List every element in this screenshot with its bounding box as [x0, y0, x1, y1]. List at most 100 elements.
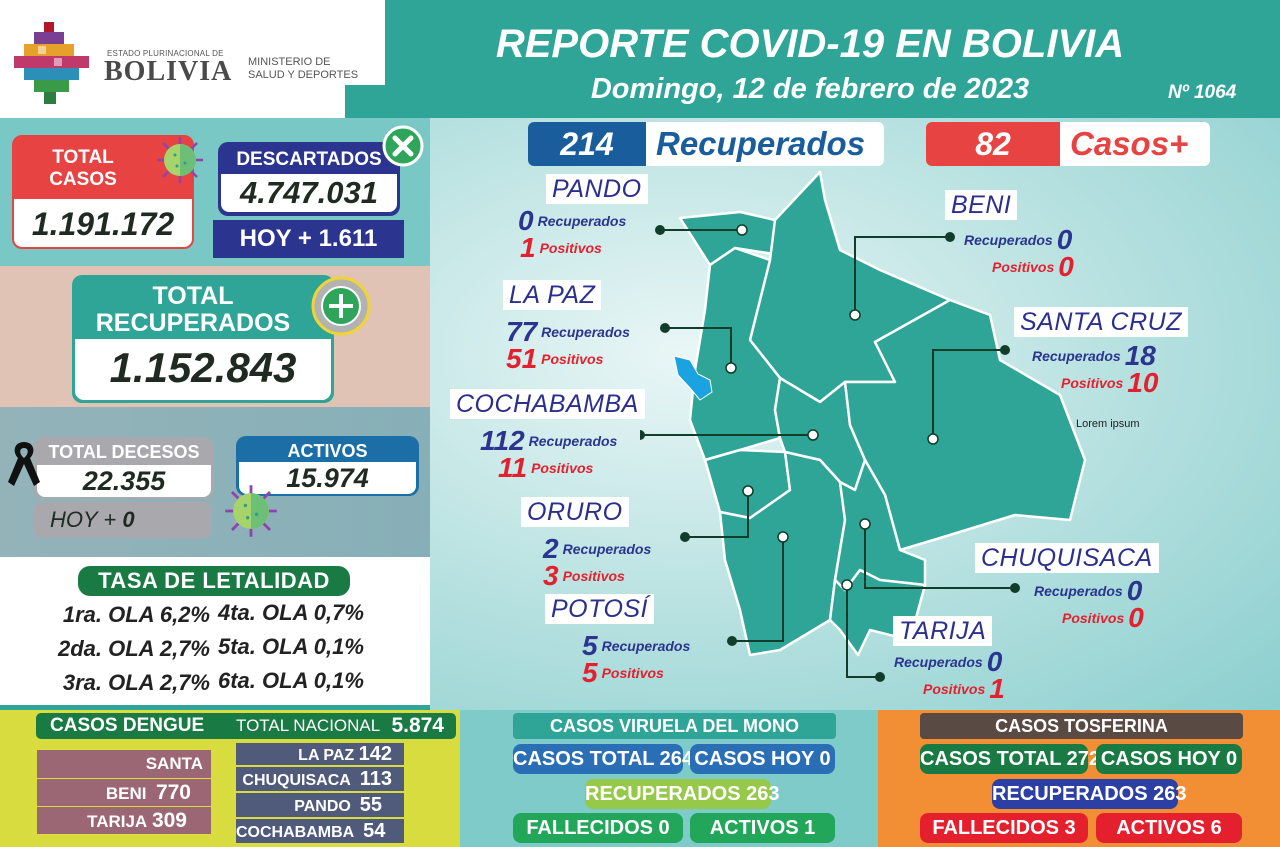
logo-subtitle: ESTADO PLURINACIONAL DE — [107, 49, 224, 58]
dengue-row-santa-cruz: SANTA CRUZ 4.431 — [37, 750, 211, 803]
recuperados-text: Recuperados — [541, 324, 630, 340]
positivos-text: Positivos — [601, 665, 664, 681]
ministry-line1: MINISTERIO DE — [248, 56, 331, 68]
dengue-total-value: 5.874 — [391, 714, 444, 737]
tosferina-recuperados: RECUPERADOS 263 — [992, 779, 1187, 809]
cochabamba-recuperados: 112 Recuperados — [480, 425, 621, 457]
page-title: REPORTE COVID-19 EN BOLIVIA — [495, 22, 1125, 66]
tosferina-casos-hoy: CASOS HOY 0 — [1096, 744, 1242, 774]
lethality-wave-3: 3ra. OLA 2,7% — [62, 670, 210, 695]
report-date: Domingo, 12 de febrero de 2023 — [590, 73, 1030, 105]
dengue-row-cochabamba: COCHABAMBA 54 — [236, 819, 404, 843]
santacruz-recuperados-value: 18 — [1124, 340, 1156, 371]
ministry-name: MINISTERIO DE SALUD Y DEPORTES — [248, 56, 358, 82]
logo-title: BOLIVIA — [104, 56, 233, 87]
label-line1: TOTAL — [152, 282, 234, 310]
dengue-value: 142 — [358, 743, 392, 765]
chuquisaca-positivos-value: 0 — [1128, 602, 1144, 633]
positivos-text: Positivos — [539, 240, 602, 256]
santacruz-recuperados: Recuperados 18 — [1028, 340, 1156, 372]
total-recuperados-label: TOTAL RECUPERADOS — [72, 275, 334, 339]
oruro-positivos: 3 Positivos — [543, 560, 629, 592]
summary-casos: 82 Casos+ — [926, 122, 1210, 166]
beni-recuperados-value: 0 — [1056, 224, 1073, 255]
ministry-line2: SALUD Y DEPORTES — [248, 69, 359, 81]
positivos-text: Positivos — [923, 681, 986, 697]
pando-positivos-value: 1 — [520, 232, 536, 263]
tarija-positivos: Positivos 1 — [919, 673, 1005, 705]
tarija-recuperados-value: 0 — [986, 646, 1003, 677]
summary-casos-label: Casos+ — [1070, 125, 1189, 162]
beni-positivos: Positivos 0 — [988, 251, 1074, 283]
dengue-value: 113 — [359, 768, 392, 790]
dept-name-santa-cruz: SANTA CRUZ — [1014, 307, 1188, 337]
dengue-row-tarija: TARIJA 309 — [37, 807, 211, 834]
decesos-today: HOY + 0 — [34, 502, 212, 538]
summary-casos-value: 82 — [926, 122, 1060, 166]
santacruz-positivos-value: 10 — [1127, 367, 1159, 398]
viruela-fallecidos: FALLECIDOS 0 — [513, 813, 683, 843]
positivos-text: Positivos — [1061, 375, 1124, 391]
oruro-recuperados: 2 Recuperados — [543, 533, 655, 565]
total-recuperados-card: TOTAL RECUPERADOS 1.152.843 — [72, 275, 334, 403]
chuquisaca-recuperados-value: 0 — [1126, 575, 1143, 606]
santacruz-positivos: Positivos 10 — [1057, 367, 1158, 399]
tarija-positivos-value: 1 — [989, 673, 1005, 704]
dengue-value: 54 — [363, 820, 386, 842]
santacruz-region — [843, 298, 1087, 552]
descartados-card: DESCARTADOS 4.747.031 — [218, 142, 400, 216]
lethality-wave-6: 6ta. OLA 0,1% — [218, 668, 364, 693]
lapaz-positivos: 51 Positivos — [506, 343, 607, 375]
descartados-label: DESCARTADOS — [236, 149, 382, 170]
recuperados-text: Recuperados — [894, 654, 983, 670]
descartados-today: HOY + 1.611 — [213, 220, 404, 258]
pando-recuperados-value: 0 — [518, 205, 534, 236]
total-recuperados-value: 1.152.843 — [75, 339, 331, 400]
descartados-value: 4.747.031 — [221, 174, 397, 212]
recuperados-text: Recuperados — [528, 433, 618, 449]
lethality-title: TASA DE LETALIDAD — [78, 566, 350, 596]
recuperados-text: Recuperados — [562, 541, 652, 557]
dept-name-potosi: POTOSÍ — [545, 594, 655, 624]
tosferina-title: CASOS TOSFERINA — [920, 713, 1243, 739]
positivos-text: Positivos — [1062, 610, 1125, 626]
total-decesos-label: TOTAL DECESOS — [48, 442, 200, 462]
tosferina-casos-total: CASOS TOTAL 272 — [920, 744, 1100, 774]
chuquisaca-recuperados: Recuperados 0 — [1030, 575, 1142, 607]
recuperados-text: Recuperados — [601, 638, 691, 654]
recuperados-text: Recuperados — [964, 232, 1053, 248]
summary-recuperados-value: 214 — [528, 122, 646, 166]
total-decesos-card: TOTAL DECESOS 22.355 — [34, 437, 214, 499]
viruela-title: CASOS VIRUELA DEL MONO — [513, 713, 836, 739]
dept-name-tarija: TARIJA — [893, 616, 993, 646]
dengue-dept: CHUQUISACA — [242, 772, 351, 789]
dengue-row-la-paz: LA PAZ 142 — [236, 743, 404, 765]
dengue-total-label: TOTAL NACIONAL — [236, 716, 381, 735]
positivos-text: Positivos — [541, 351, 604, 367]
dept-name-cochabamba: COCHABAMBA — [450, 389, 645, 419]
viruela-casos-total: CASOS TOTAL 264 — [513, 744, 693, 774]
x-circle-icon — [382, 125, 424, 167]
positivos-text: Positivos — [562, 568, 625, 584]
label-line1: TOTAL — [52, 147, 114, 168]
dept-name-oruro: ORURO — [521, 497, 629, 527]
dengue-title: CASOS DENGUE — [50, 715, 205, 736]
placeholder-text: Lorem ipsum — [1076, 418, 1140, 430]
dengue-dept: BENI — [105, 784, 147, 803]
plus-circle-icon — [311, 276, 371, 336]
virus-icon — [225, 485, 277, 537]
cochabamba-positivos: 11 Positivos — [498, 452, 597, 484]
dengue-header: CASOS DENGUE TOTAL NACIONAL 5.874 — [36, 713, 456, 739]
beni-recuperados: Recuperados 0 — [960, 224, 1072, 256]
viruela-casos-hoy: CASOS HOY 0 — [690, 744, 835, 774]
tarija-recuperados: Recuperados 0 — [890, 646, 1002, 678]
positivos-text: Positivos — [992, 259, 1055, 275]
summary-recuperados: 214 Recuperados — [528, 122, 884, 166]
viruela-recuperados: RECUPERADOS 263 — [585, 779, 780, 809]
oruro-positivos-value: 3 — [543, 560, 559, 591]
activos-card: ACTIVOS 15.974 — [236, 436, 419, 496]
dept-name-pando: PANDO — [546, 174, 648, 204]
potosi-recuperados-value: 5 — [582, 630, 598, 661]
pando-recuperados: 0 Recuperados — [518, 205, 630, 237]
tosferina-activos: ACTIVOS 6 — [1096, 813, 1242, 843]
